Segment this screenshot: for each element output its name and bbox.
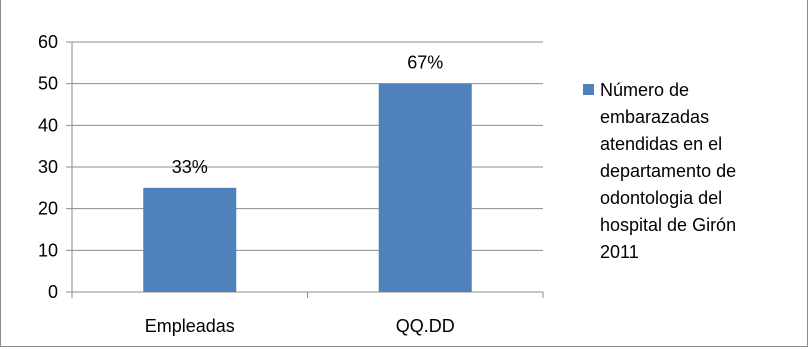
- x-category-label: Empleadas: [145, 316, 235, 336]
- y-tick-label: 40: [38, 115, 58, 135]
- y-tick-label: 50: [38, 74, 58, 94]
- legend: Número de embarazadas atendidas en el depar…: [583, 80, 736, 262]
- y-tick-label: 30: [38, 157, 58, 177]
- gridlines: [72, 41, 543, 251]
- legend-swatch: [583, 84, 594, 95]
- legend-label: departamento de: [600, 161, 736, 181]
- legend-label: atendidas en el: [600, 134, 722, 154]
- y-tick-label: 20: [38, 199, 58, 219]
- legend-label: odontologia del: [600, 188, 722, 208]
- labels: 0 10 20 30 40 50 60 Empleadas 33% QQ.DD 67%: [38, 32, 455, 336]
- y-tick-label: 60: [38, 32, 58, 52]
- x-category-label: QQ.DD: [396, 316, 455, 336]
- legend-label: embarazadas: [600, 107, 709, 127]
- legend-label: hospital de Girón: [600, 215, 736, 235]
- bars: [143, 83, 472, 293]
- y-tick-label: 10: [38, 240, 58, 260]
- legend-label: 2011: [600, 242, 639, 262]
- y-tick-label: 0: [48, 282, 58, 302]
- bar-empleadas: [143, 187, 237, 292]
- data-label: 33%: [172, 157, 208, 177]
- bar-qq-dd: [378, 83, 472, 293]
- data-label: 67%: [407, 53, 443, 73]
- legend-label: Número de: [600, 80, 689, 100]
